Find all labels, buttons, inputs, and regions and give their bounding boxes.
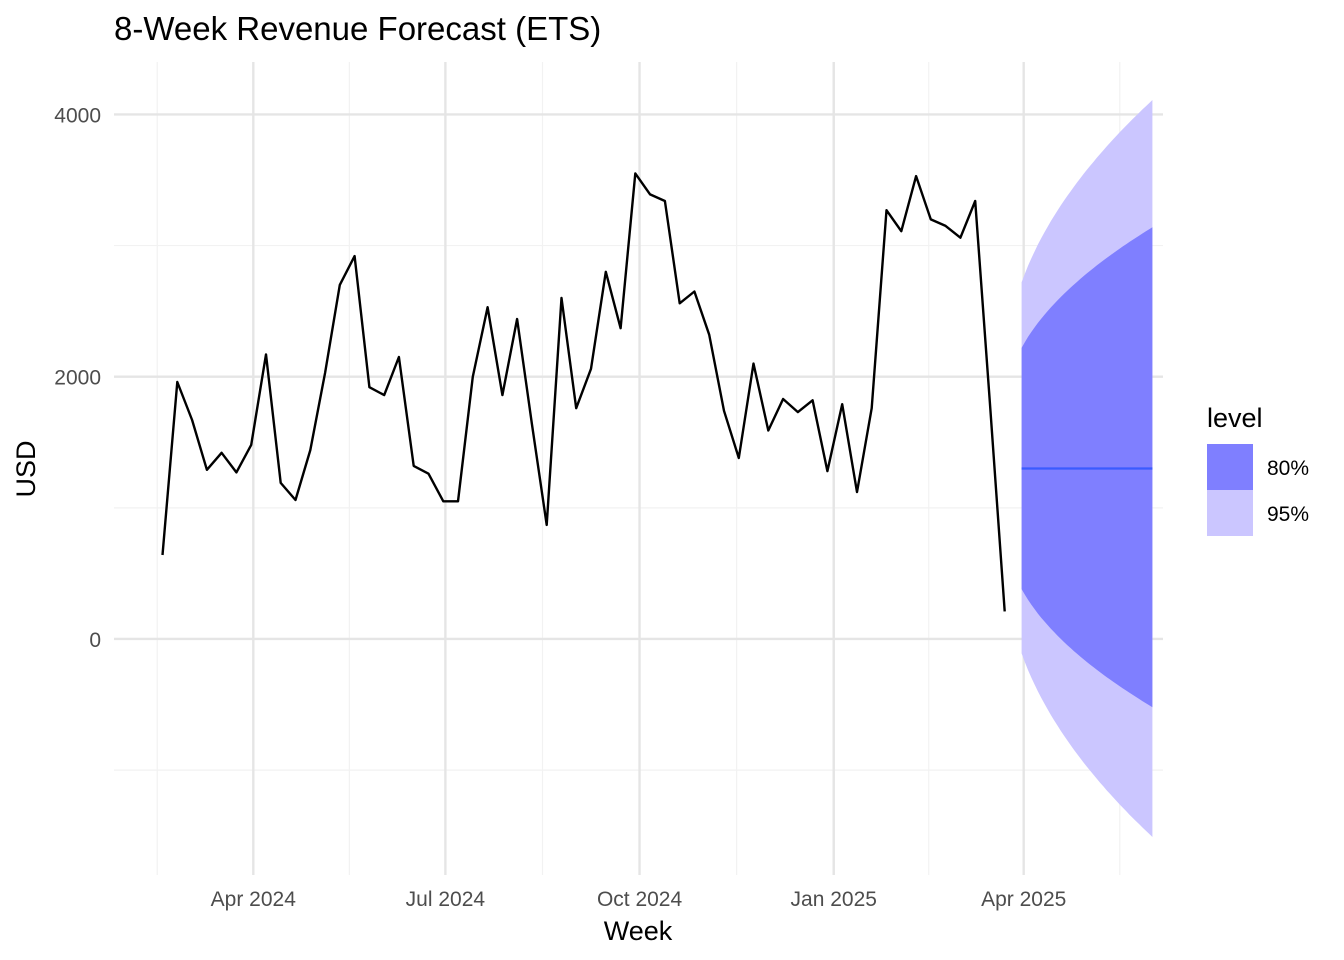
x-tick-label: Oct 2024 <box>597 888 683 911</box>
major-gridlines <box>114 62 1163 875</box>
y-axis-title: USD <box>11 440 41 497</box>
band-80 <box>1021 227 1153 708</box>
legend: level 80% 95% <box>1207 403 1309 536</box>
y-tick-label: 0 <box>89 629 101 652</box>
legend-swatch-95 <box>1207 490 1253 536</box>
legend-label-80: 80% <box>1267 457 1309 480</box>
legend-label-95: 95% <box>1267 503 1309 526</box>
x-tick-label: Jul 2024 <box>406 888 486 911</box>
history-series <box>161 172 1006 612</box>
x-tick-label: Apr 2025 <box>981 888 1066 911</box>
history-line <box>161 172 1006 612</box>
legend-swatch-80 <box>1207 444 1253 490</box>
x-axis-ticks: Apr 2024 Jul 2024 Oct 2024 Jan 2025 Apr 2025 <box>211 888 1067 911</box>
y-tick-label: 2000 <box>54 367 101 390</box>
chart-title: 8-Week Revenue Forecast (ETS) <box>114 10 601 47</box>
x-axis-title: Week <box>604 916 673 946</box>
y-axis-ticks: 0 2000 4000 <box>54 104 101 652</box>
y-tick-label: 4000 <box>54 104 101 127</box>
legend-title: level <box>1207 403 1263 433</box>
x-tick-label: Apr 2024 <box>211 888 297 911</box>
x-tick-label: Jan 2025 <box>791 888 877 911</box>
